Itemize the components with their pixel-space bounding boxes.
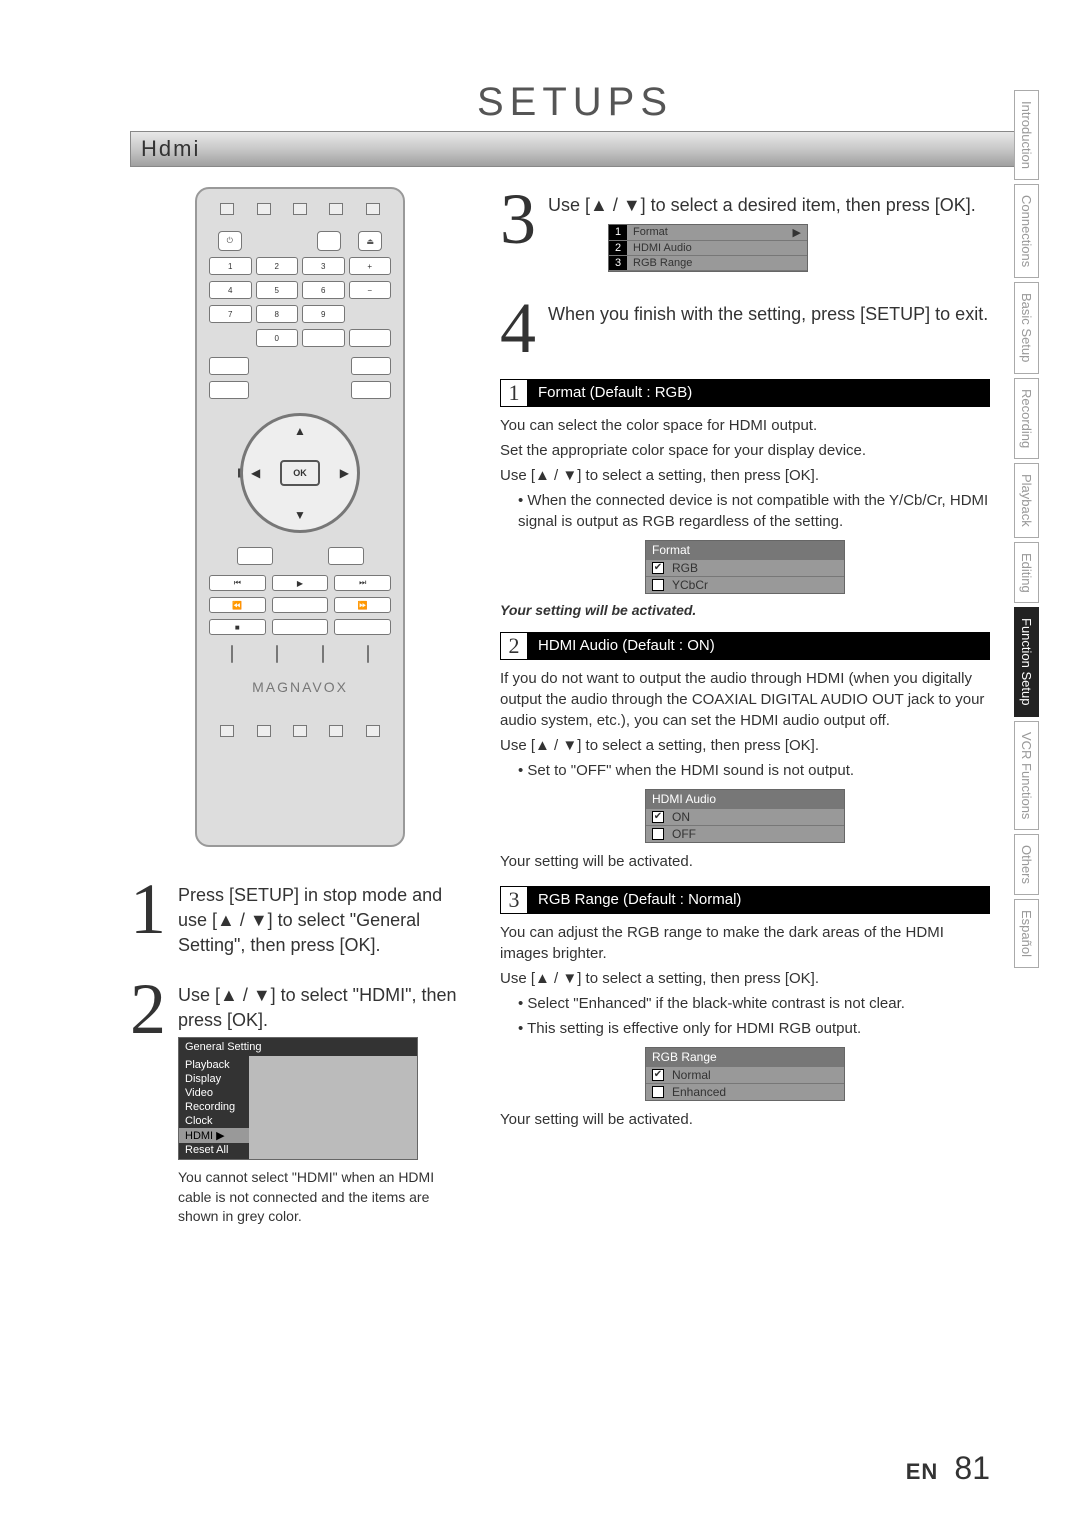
sub1-title: Format (Default : RGB) bbox=[528, 379, 990, 407]
sub3-note: Your setting will be activated. bbox=[500, 1109, 990, 1130]
section-bar: Hdmi bbox=[130, 131, 1020, 167]
menu-item: Clock bbox=[179, 1114, 249, 1128]
side-tab-editing[interactable]: Editing bbox=[1014, 542, 1039, 604]
side-tab-vcr-functions[interactable]: VCR Functions bbox=[1014, 721, 1039, 830]
sub1-note: Your setting will be activated. bbox=[500, 602, 990, 618]
option-row: ✔ON bbox=[646, 808, 844, 825]
hdmi-audio-box: HDMI Audio✔ONOFF bbox=[645, 789, 845, 843]
sub2-note: Your setting will be activated. bbox=[500, 851, 990, 872]
option-row: ✔RGB bbox=[646, 559, 844, 576]
remote-illustration: ⏻⏏ 123+ 456− 789 0 SETUP ▲ ▼ ◀ ▶ O bbox=[195, 187, 405, 847]
menu-header: General Setting bbox=[179, 1038, 417, 1056]
menu-item: Playback bbox=[179, 1058, 249, 1072]
page-lang: EN bbox=[906, 1459, 939, 1484]
side-tab-introduction[interactable]: Introduction bbox=[1014, 90, 1039, 180]
option-row: ✔Normal bbox=[646, 1066, 844, 1083]
menu-item: Reset All bbox=[179, 1143, 249, 1157]
menu-item: Recording bbox=[179, 1100, 249, 1114]
sub3-l3: • Select "Enhanced" if the black-white c… bbox=[518, 993, 990, 1014]
hdmi-menu-row: 2HDMI Audio bbox=[609, 241, 807, 256]
side-tabs: Introduction Connections Basic Setup Record… bbox=[1014, 90, 1042, 972]
rgb-range-box: RGB Range✔NormalEnhanced bbox=[645, 1047, 845, 1101]
step-4-text: When you finish with the setting, press … bbox=[548, 296, 988, 327]
step-1-text: Press [SETUP] in stop mode and use [▲ / … bbox=[178, 877, 470, 959]
hdmi-menu: 1Format▶2HDMI Audio3RGB Range bbox=[608, 224, 808, 272]
ok-button-icon: OK bbox=[280, 460, 320, 486]
sub3-num: 3 bbox=[500, 886, 528, 914]
step-2-text: Use [▲ / ▼] to select "HDMI", then press… bbox=[178, 977, 470, 1033]
side-tab-others[interactable]: Others bbox=[1014, 834, 1039, 895]
sub2-l3: • Set to "OFF" when the HDMI sound is no… bbox=[518, 760, 990, 781]
step-3-number: 3 bbox=[500, 187, 536, 252]
remote-brand: MAGNAVOX bbox=[209, 679, 391, 695]
side-tab-connections[interactable]: Connections bbox=[1014, 184, 1039, 278]
menu-item: Video bbox=[179, 1086, 249, 1100]
menu-item: HDMI ▶ bbox=[179, 1128, 249, 1143]
step-3-text: Use [▲ / ▼] to select a desired item, th… bbox=[548, 187, 990, 218]
side-tab-español[interactable]: Español bbox=[1014, 899, 1039, 968]
page-footer: EN 81 bbox=[906, 1450, 990, 1487]
sub3-title: RGB Range (Default : Normal) bbox=[528, 886, 990, 914]
side-tab-basic-setup[interactable]: Basic Setup bbox=[1014, 282, 1039, 373]
format-box: Format✔RGBYCbCr bbox=[645, 540, 845, 594]
general-setting-menu: General Setting PlaybackDisplayVideoReco… bbox=[178, 1037, 418, 1160]
hdmi-menu-row: 3RGB Range bbox=[609, 256, 807, 271]
sub2-l1: If you do not want to output the audio t… bbox=[500, 668, 990, 731]
sub1-l1: You can select the color space for HDMI … bbox=[500, 415, 990, 436]
sub1-l4: • When the connected device is not compa… bbox=[518, 490, 990, 532]
option-row: Enhanced bbox=[646, 1083, 844, 1100]
side-tab-playback[interactable]: Playback bbox=[1014, 463, 1039, 538]
sub3-l1: You can adjust the RGB range to make the… bbox=[500, 922, 990, 964]
step-4-number: 4 bbox=[500, 296, 536, 361]
side-tab-recording[interactable]: Recording bbox=[1014, 378, 1039, 459]
step-2-number: 2 bbox=[130, 977, 166, 1042]
sub3-l2: Use [▲ / ▼] to select a setting, then pr… bbox=[500, 968, 990, 989]
option-row: OFF bbox=[646, 825, 844, 842]
menu-item: Display bbox=[179, 1072, 249, 1086]
page-number: 81 bbox=[954, 1450, 990, 1486]
sub2-l2: Use [▲ / ▼] to select a setting, then pr… bbox=[500, 735, 990, 756]
sub2-title: HDMI Audio (Default : ON) bbox=[528, 632, 990, 660]
step-2-note: You cannot select "HDMI" when an HDMI ca… bbox=[178, 1168, 470, 1227]
sub2-num: 2 bbox=[500, 632, 528, 660]
hdmi-menu-row: 1Format▶ bbox=[609, 225, 807, 241]
sub3-l4: • This setting is effective only for HDM… bbox=[518, 1018, 990, 1039]
step-1-number: 1 bbox=[130, 877, 166, 942]
sub1-l3: Use [▲ / ▼] to select a setting, then pr… bbox=[500, 465, 990, 486]
side-tab-function-setup[interactable]: Function Setup bbox=[1014, 607, 1039, 716]
sub1-num: 1 bbox=[500, 379, 528, 407]
sub1-l2: Set the appropriate color space for your… bbox=[500, 440, 990, 461]
option-row: YCbCr bbox=[646, 576, 844, 593]
page-title: SETUPS bbox=[130, 80, 1020, 125]
